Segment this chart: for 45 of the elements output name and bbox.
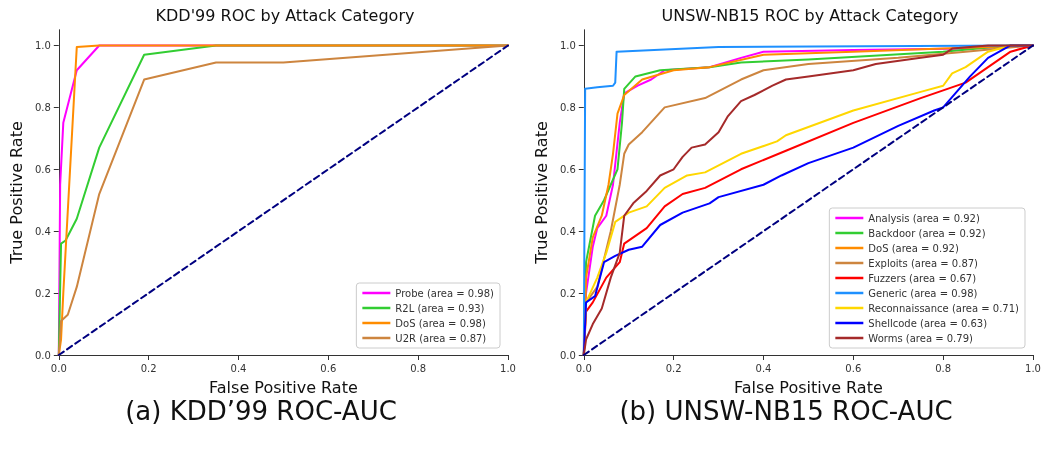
y-axis-title: True Positive Rate [531, 121, 551, 265]
y-tick-label: 0.8 [559, 101, 576, 113]
x-tick-label: 0.4 [230, 362, 247, 374]
y-tick-label: 0.0 [34, 349, 51, 361]
legend-label: Backdoor (area = 0.92) [868, 227, 986, 239]
y-tick-label: 0.4 [559, 225, 576, 237]
legend-label: Shellcode (area = 0.63) [868, 317, 988, 329]
chart-title: UNSW-NB15 ROC by Attack Category [661, 5, 959, 25]
x-tick-label: 0.0 [575, 362, 592, 374]
x-tick-label: 0.8 [410, 362, 427, 374]
x-tick-label: 1.0 [1025, 362, 1041, 374]
y-tick-label: 0.2 [559, 287, 576, 299]
legend-label: Reconnaissance (area = 0.71) [868, 302, 1020, 314]
x-tick-label: 1.0 [500, 362, 516, 374]
x-tick-label: 0.6 [845, 362, 862, 374]
y-tick-label: 0.2 [34, 287, 51, 299]
y-tick-label: 1.0 [559, 39, 576, 51]
x-tick-label: 0.0 [50, 362, 67, 374]
y-tick-label: 0.4 [34, 225, 51, 237]
x-tick-label: 0.2 [140, 362, 157, 374]
legend-label: Probe (area = 0.98) [395, 287, 495, 299]
legend-label: Analysis (area = 0.92) [868, 212, 980, 224]
legend-label: R2L (area = 0.93) [395, 302, 485, 314]
chart-title: KDD'99 ROC by Attack Category [155, 5, 415, 25]
y-tick-label: 1.0 [34, 39, 51, 51]
x-tick-label: 0.4 [755, 362, 772, 374]
legend-label: DoS (area = 0.98) [395, 317, 486, 329]
x-tick-label: 0.8 [935, 362, 952, 374]
legend-label: Generic (area = 0.98) [868, 287, 978, 299]
y-tick-label: 0.8 [34, 101, 51, 113]
text: (b) UNSW-NB15 ROC-AUC [619, 396, 953, 426]
x-axis-title: False Positive Rate [209, 377, 358, 397]
legend-label: Fuzzers (area = 0.67) [868, 272, 977, 284]
legend-label: Worms (area = 0.79) [868, 332, 974, 344]
x-axis-title: False Positive Rate [734, 377, 883, 397]
y-tick-label: 0.6 [34, 163, 51, 175]
text: (a) KDD’99 ROC-AUC [125, 396, 397, 426]
x-tick-label: 0.6 [320, 362, 337, 374]
x-tick-label: 0.2 [665, 362, 682, 374]
y-tick-label: 0.0 [559, 349, 576, 361]
y-axis-title: True Positive Rate [6, 121, 26, 265]
legend-label: Exploits (area = 0.87) [868, 257, 979, 269]
legend-label: DoS (area = 0.92) [868, 242, 959, 254]
legend-label: U2R (area = 0.87) [395, 332, 487, 344]
y-tick-label: 0.6 [559, 163, 576, 175]
